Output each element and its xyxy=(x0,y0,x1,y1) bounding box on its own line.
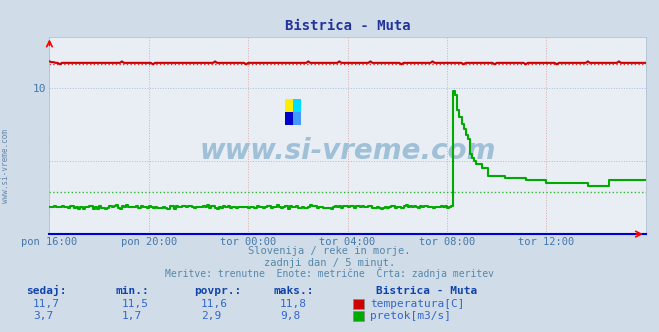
Text: sedaj:: sedaj: xyxy=(26,285,67,296)
Text: 11,5: 11,5 xyxy=(122,299,149,309)
Text: www.si-vreme.com: www.si-vreme.com xyxy=(200,137,496,165)
Text: 9,8: 9,8 xyxy=(280,311,301,321)
Text: temperatura[C]: temperatura[C] xyxy=(370,299,465,309)
Text: Slovenija / reke in morje.: Slovenija / reke in morje. xyxy=(248,246,411,256)
Text: 2,9: 2,9 xyxy=(201,311,221,321)
Text: 1,7: 1,7 xyxy=(122,311,142,321)
Text: min.:: min.: xyxy=(115,286,149,296)
Text: povpr.:: povpr.: xyxy=(194,286,242,296)
Text: maks.:: maks.: xyxy=(273,286,314,296)
Text: Bistrica - Muta: Bistrica - Muta xyxy=(376,286,477,296)
Text: 11,8: 11,8 xyxy=(280,299,307,309)
Title: Bistrica - Muta: Bistrica - Muta xyxy=(285,19,411,33)
Text: pretok[m3/s]: pretok[m3/s] xyxy=(370,311,451,321)
Text: www.si-vreme.com: www.si-vreme.com xyxy=(1,129,10,203)
Text: Meritve: trenutne  Enote: metrične  Črta: zadnja meritev: Meritve: trenutne Enote: metrične Črta: … xyxy=(165,267,494,279)
Text: zadnji dan / 5 minut.: zadnji dan / 5 minut. xyxy=(264,258,395,268)
Text: 3,7: 3,7 xyxy=(33,311,53,321)
Text: 11,6: 11,6 xyxy=(201,299,228,309)
Text: 11,7: 11,7 xyxy=(33,299,60,309)
